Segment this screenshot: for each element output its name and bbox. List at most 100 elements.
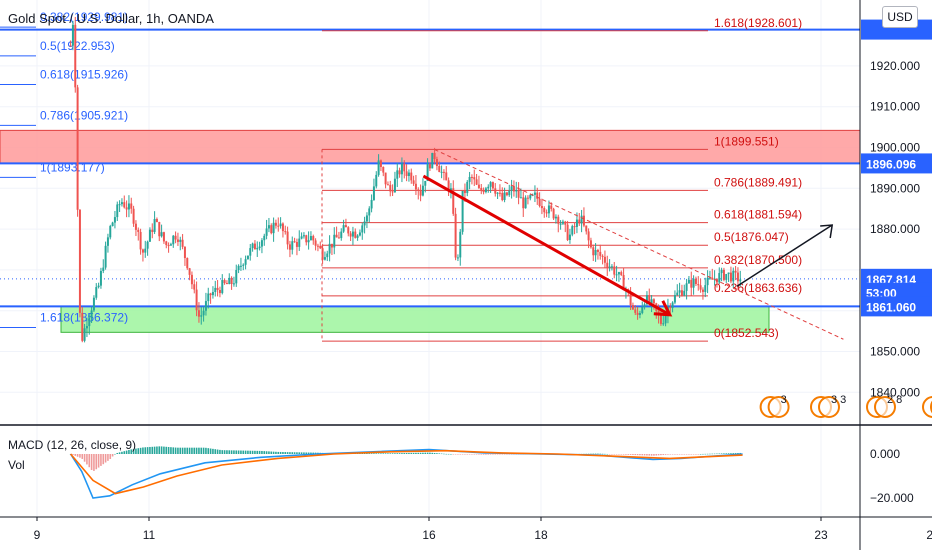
macd-histogram-bar: [305, 452, 308, 454]
macd-histogram-bar: [450, 453, 452, 455]
candle-body: [524, 197, 527, 209]
macd-histogram-bar: [165, 446, 168, 454]
candle-body: [211, 292, 214, 296]
y-tick-label: 1880.000: [870, 222, 920, 236]
candle-body: [214, 287, 217, 293]
candle-body: [330, 243, 333, 248]
macd-histogram-bar: [415, 452, 417, 454]
macd-histogram-bar: [627, 454, 630, 455]
candle-body: [438, 165, 441, 172]
candle-body: [116, 204, 119, 218]
x-tick-label: 23: [814, 528, 828, 542]
macd-histogram-bar: [695, 454, 697, 455]
candle-body: [216, 287, 219, 290]
macd-histogram-bar: [223, 450, 226, 454]
candle-body: [536, 192, 539, 199]
macd-histogram-bar: [709, 453, 711, 455]
dashed-trend-channel: [434, 149, 844, 340]
candle-body: [414, 183, 417, 190]
candle-body: [144, 248, 147, 253]
macd-histogram-bar: [300, 452, 303, 454]
macd-histogram-bar: [151, 446, 154, 454]
price-badge-label: 1896.096: [866, 157, 916, 171]
candle-body: [337, 237, 340, 239]
candle-body: [363, 221, 366, 226]
macd-histogram-bar: [296, 452, 298, 454]
candle-body: [671, 302, 674, 309]
candle-body: [267, 225, 270, 229]
macd-histogram-bar: [471, 454, 473, 455]
event-markers: 33 32 85 5 2: [759, 394, 932, 418]
economic-event-icon[interactable]: [767, 396, 790, 418]
candle-body: [692, 278, 695, 288]
macd-histogram-bar: [202, 447, 205, 454]
macd-histogram-bar: [459, 454, 462, 455]
candle-body: [687, 279, 690, 284]
candle-body: [720, 269, 723, 274]
candle-body: [622, 274, 625, 291]
macd-histogram-bar: [219, 449, 221, 454]
candle-body: [358, 232, 361, 236]
macd-histogram-bar: [674, 454, 676, 455]
macd-histogram-bar: [590, 453, 592, 455]
candle-body: [365, 215, 368, 222]
macd-histogram-bar: [158, 446, 161, 454]
currency-button[interactable]: USD: [882, 6, 918, 28]
candle-body: [340, 231, 343, 239]
economic-event-icon[interactable]: [874, 396, 896, 418]
macd-histogram-bar: [212, 448, 214, 454]
candle-body: [272, 222, 275, 234]
candle-body: [88, 318, 91, 327]
candle-body: [440, 171, 443, 173]
macd-histogram-bar: [289, 452, 291, 454]
macd-tick-label: −20.000: [870, 491, 914, 505]
economic-event-icon[interactable]: [818, 396, 840, 418]
candle-body: [466, 181, 469, 194]
candle-body: [249, 248, 252, 256]
macd-histogram-bar: [405, 453, 408, 454]
macd-histogram-bar: [111, 454, 114, 457]
candle-body: [333, 234, 336, 248]
y-tick-label: 1850.000: [870, 345, 920, 359]
candle-body: [554, 216, 557, 219]
candle-body: [281, 223, 284, 232]
macd-histogram-bar: [499, 454, 501, 455]
candle-body: [316, 245, 319, 247]
candle-body: [221, 280, 224, 294]
candle-body: [568, 234, 571, 240]
macd-histogram-bar: [606, 453, 609, 455]
candle-body: [652, 299, 655, 304]
macd-histogram-bar: [496, 454, 499, 455]
macd-histogram-bar: [118, 452, 121, 454]
price-badge[interactable]: [861, 153, 932, 174]
macd-histogram-bar: [221, 450, 224, 454]
macd-histogram-bar: [88, 454, 91, 468]
macd-histogram-bar: [373, 453, 375, 454]
macd-histogram-bar: [382, 453, 385, 454]
macd-histogram-bar: [594, 453, 597, 455]
candle-body: [557, 216, 560, 224]
candle-body: [372, 186, 375, 200]
candle-body: [606, 262, 609, 268]
macd-histogram-bar: [233, 450, 235, 454]
macd-histogram-bar: [156, 446, 158, 454]
macd-histogram-bar: [615, 454, 618, 455]
candle-body: [452, 188, 455, 214]
candle-body: [172, 235, 175, 245]
candle-body: [263, 235, 266, 241]
price-badge[interactable]: [861, 296, 932, 317]
macd-histogram-bar: [417, 452, 420, 454]
macd-pane: [0, 424, 932, 518]
candle-body: [239, 265, 242, 267]
candle-body: [447, 180, 450, 192]
candle-body: [137, 229, 140, 232]
candle-body: [683, 290, 686, 296]
candle-body: [515, 189, 518, 192]
event-count: 3: [781, 394, 787, 406]
macd-histogram-bar: [142, 447, 144, 454]
candle-body: [727, 272, 730, 275]
macd-histogram-bar: [291, 452, 294, 454]
macd-histogram-bar: [445, 453, 448, 455]
economic-event-icon[interactable]: [922, 396, 932, 418]
